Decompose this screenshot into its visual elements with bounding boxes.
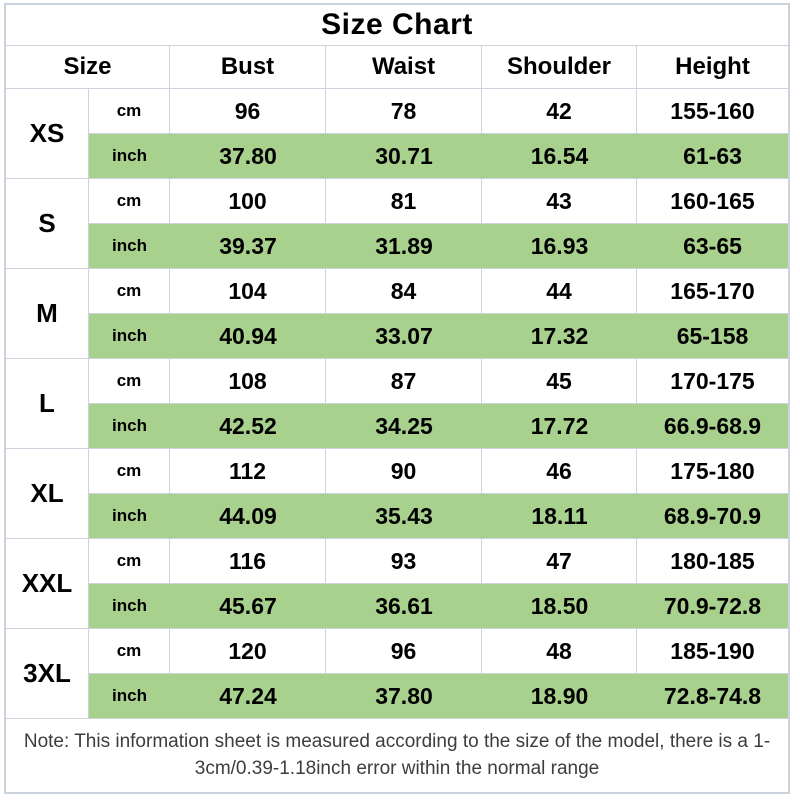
- measurement-cell: 180-185: [637, 539, 788, 584]
- size-row-label: XL: [6, 449, 89, 539]
- measurement-cell: 112: [170, 449, 326, 494]
- unit-inch-label: inch: [89, 404, 170, 449]
- measurement-cell: 120: [170, 629, 326, 674]
- size-row-label: XS: [6, 89, 89, 179]
- measurement-cell: 65-158: [637, 314, 788, 359]
- measurement-cell: 185-190: [637, 629, 788, 674]
- size-row-label: S: [6, 179, 89, 269]
- measurement-cell: 42.52: [170, 404, 326, 449]
- unit-cm-label: cm: [89, 449, 170, 494]
- size-row-label: 3XL: [6, 629, 89, 719]
- measurement-cell: 90: [326, 449, 482, 494]
- measurement-cell: 155-160: [637, 89, 788, 134]
- measurement-cell: 96: [326, 629, 482, 674]
- measurement-cell: 47: [482, 539, 637, 584]
- measurement-cell: 61-63: [637, 134, 788, 179]
- measurement-cell: 18.11: [482, 494, 637, 539]
- measurement-cell: 31.89: [326, 224, 482, 269]
- measurement-cell: 42: [482, 89, 637, 134]
- col-header-bust: Bust: [170, 46, 326, 89]
- measurement-cell: 18.50: [482, 584, 637, 629]
- measurement-cell: 44.09: [170, 494, 326, 539]
- measurement-cell: 17.32: [482, 314, 637, 359]
- measurement-cell: 30.71: [326, 134, 482, 179]
- col-header-height: Height: [637, 46, 788, 89]
- measurement-cell: 108: [170, 359, 326, 404]
- measurement-cell: 78: [326, 89, 482, 134]
- measurement-cell: 81: [326, 179, 482, 224]
- measurement-cell: 46: [482, 449, 637, 494]
- col-header-size: Size: [6, 46, 170, 89]
- measurement-cell: 48: [482, 629, 637, 674]
- measurement-cell: 96: [170, 89, 326, 134]
- measurement-cell: 37.80: [170, 134, 326, 179]
- measurement-cell: 44: [482, 269, 637, 314]
- measurement-cell: 35.43: [326, 494, 482, 539]
- measurement-cell: 18.90: [482, 674, 637, 719]
- measurement-cell: 33.07: [326, 314, 482, 359]
- col-header-shoulder: Shoulder: [482, 46, 637, 89]
- measurement-cell: 40.94: [170, 314, 326, 359]
- measurement-cell: 45: [482, 359, 637, 404]
- measurement-cell: 34.25: [326, 404, 482, 449]
- unit-inch-label: inch: [89, 134, 170, 179]
- measurement-cell: 100: [170, 179, 326, 224]
- unit-inch-label: inch: [89, 314, 170, 359]
- col-header-waist: Waist: [326, 46, 482, 89]
- size-row-label: L: [6, 359, 89, 449]
- measurement-cell: 116: [170, 539, 326, 584]
- measurement-cell: 66.9-68.9: [637, 404, 788, 449]
- measurement-cell: 93: [326, 539, 482, 584]
- measurement-cell: 87: [326, 359, 482, 404]
- measurement-cell: 70.9-72.8: [637, 584, 788, 629]
- unit-inch-label: inch: [89, 224, 170, 269]
- measurement-cell: 36.61: [326, 584, 482, 629]
- measurement-cell: 160-165: [637, 179, 788, 224]
- measurement-cell: 84: [326, 269, 482, 314]
- measurement-cell: 68.9-70.9: [637, 494, 788, 539]
- unit-cm-label: cm: [89, 269, 170, 314]
- unit-inch-label: inch: [89, 584, 170, 629]
- measurement-cell: 17.72: [482, 404, 637, 449]
- measurement-cell: 45.67: [170, 584, 326, 629]
- measurement-cell: 16.93: [482, 224, 637, 269]
- measurement-cell: 43: [482, 179, 637, 224]
- measurement-cell: 16.54: [482, 134, 637, 179]
- measurement-cell: 72.8-74.8: [637, 674, 788, 719]
- size-row-label: XXL: [6, 539, 89, 629]
- size-chart-table: Size Chart Size Bust Waist Shoulder Heig…: [4, 3, 790, 794]
- unit-inch-label: inch: [89, 674, 170, 719]
- unit-cm-label: cm: [89, 179, 170, 224]
- measurement-cell: 104: [170, 269, 326, 314]
- unit-cm-label: cm: [89, 539, 170, 584]
- unit-cm-label: cm: [89, 629, 170, 674]
- measurement-cell: 63-65: [637, 224, 788, 269]
- unit-inch-label: inch: [89, 494, 170, 539]
- measurement-cell: 39.37: [170, 224, 326, 269]
- unit-cm-label: cm: [89, 89, 170, 134]
- measurement-cell: 165-170: [637, 269, 788, 314]
- size-chart-title: Size Chart: [6, 5, 788, 46]
- measurement-note: Note: This information sheet is measured…: [23, 730, 771, 779]
- measurement-cell: 37.80: [326, 674, 482, 719]
- measurement-cell: 47.24: [170, 674, 326, 719]
- measurement-cell: 175-180: [637, 449, 788, 494]
- measurement-cell: 170-175: [637, 359, 788, 404]
- size-row-label: M: [6, 269, 89, 359]
- unit-cm-label: cm: [89, 359, 170, 404]
